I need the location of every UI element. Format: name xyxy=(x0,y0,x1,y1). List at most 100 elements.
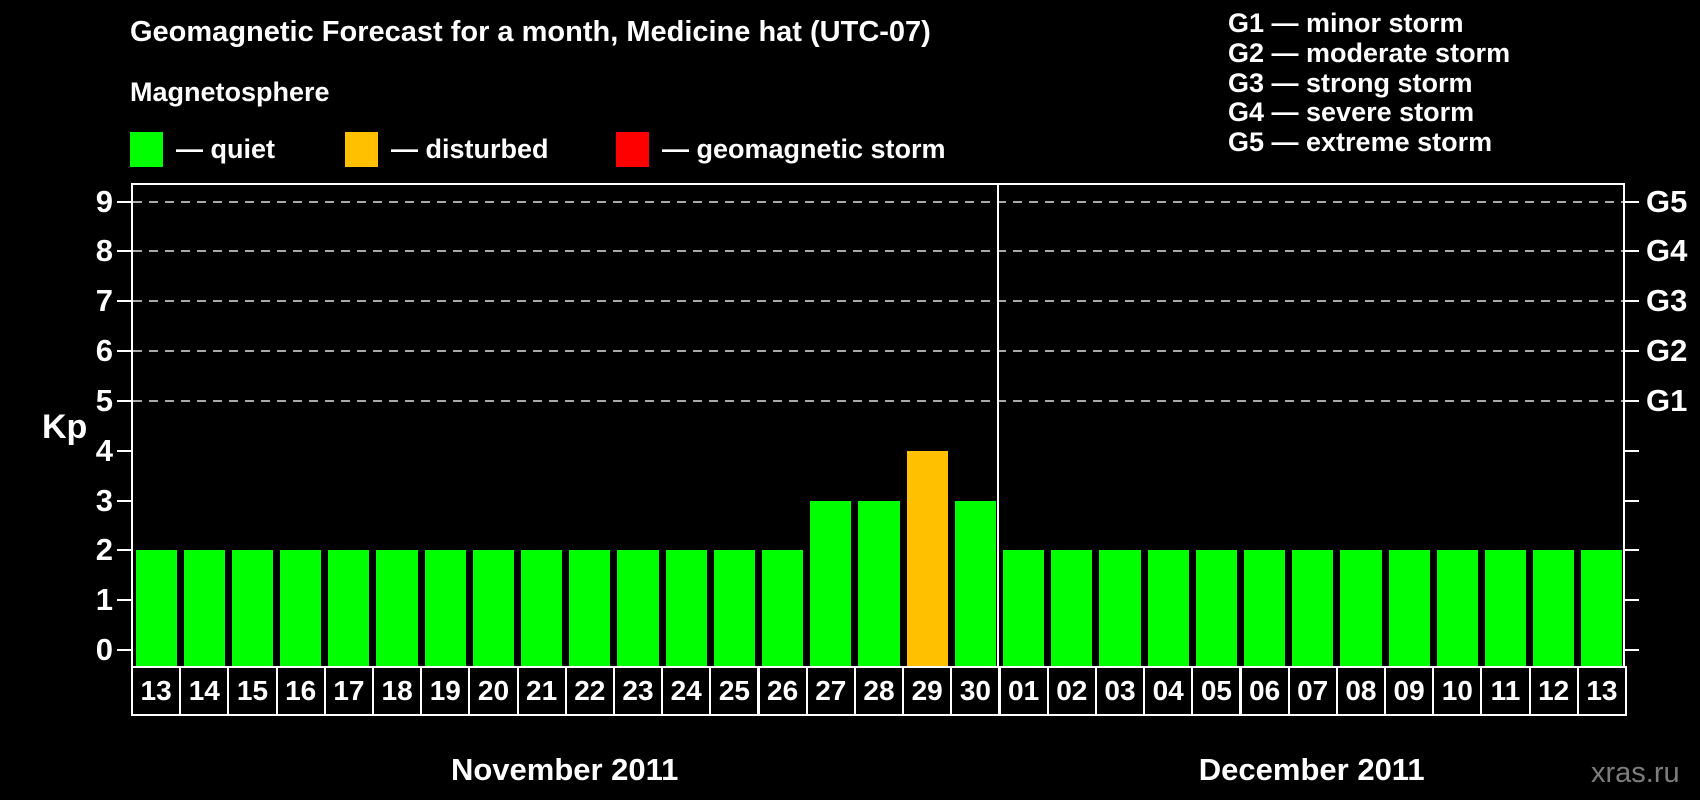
storm-color-swatch xyxy=(616,132,649,167)
kp-bar xyxy=(1533,550,1575,666)
y-tick-label: 4 xyxy=(95,432,113,468)
day-label-cell: 20 xyxy=(468,666,519,716)
y-tick-label: 7 xyxy=(95,283,113,319)
month-divider-line xyxy=(997,185,1000,666)
day-label-cell: 24 xyxy=(661,666,712,716)
y-axis-label: Kp xyxy=(42,408,88,446)
kp-bar xyxy=(135,550,177,666)
kp-bar xyxy=(1436,550,1478,666)
g-axis-tick xyxy=(1625,399,1639,402)
day-label-cell: 18 xyxy=(372,666,423,716)
kp-gridline xyxy=(133,399,1623,402)
day-label-cell: 03 xyxy=(1094,666,1146,716)
day-label-cell: 21 xyxy=(516,666,567,716)
kp-bar xyxy=(1388,550,1430,666)
g-axis-tick xyxy=(1625,200,1639,203)
day-label-cell: 13 xyxy=(131,666,182,716)
g-axis-tick xyxy=(1625,549,1639,552)
y-axis-tick xyxy=(117,549,131,552)
y-axis-tick xyxy=(117,449,131,452)
y-tick-label: 8 xyxy=(95,233,113,269)
legend-item-label: — disturbed xyxy=(391,134,549,164)
y-axis-tick xyxy=(117,300,131,303)
kp-bar xyxy=(1484,550,1527,666)
day-label-cell: 01 xyxy=(998,666,1049,716)
kp-bar xyxy=(472,550,515,666)
kp-bar xyxy=(231,550,274,666)
day-label-cell: 10 xyxy=(1432,666,1483,716)
kp-bar xyxy=(183,550,225,666)
legend-item: — quiet xyxy=(130,132,275,167)
y-axis-tick xyxy=(117,350,131,353)
day-label-cell: 09 xyxy=(1384,666,1435,716)
kp-bar xyxy=(713,550,755,666)
g-scale-legend-line: G1 — minor storm xyxy=(1228,8,1464,38)
day-label-cell: 11 xyxy=(1480,666,1531,716)
day-label-cell: 08 xyxy=(1335,666,1386,716)
kp-bar xyxy=(569,550,611,666)
day-label-cell: 28 xyxy=(853,666,905,716)
day-label-cell: 15 xyxy=(227,666,278,716)
legend-item: — disturbed xyxy=(345,132,549,167)
day-label-cell: 22 xyxy=(564,666,615,716)
watermark: xras.ru xyxy=(1591,757,1680,789)
day-label-cell: 06 xyxy=(1239,666,1290,716)
y-tick-label: 9 xyxy=(95,183,113,219)
y-axis-tick xyxy=(117,599,131,602)
kp-gridline xyxy=(133,350,1623,353)
kp-gridline xyxy=(133,300,1623,303)
day-label-cell: 26 xyxy=(757,666,808,716)
kp-bar xyxy=(280,550,322,666)
kp-bar xyxy=(1147,550,1189,666)
kp-bar xyxy=(617,550,659,666)
day-label-cell: 30 xyxy=(950,666,1001,716)
y-axis-tick xyxy=(117,399,131,402)
legend-item-label: — geomagnetic storm xyxy=(662,134,946,164)
g-level-label: G4 xyxy=(1646,233,1688,269)
day-label-cell: 19 xyxy=(420,666,471,716)
g-axis-tick xyxy=(1625,499,1639,502)
g-axis-tick xyxy=(1625,449,1639,452)
g-axis-tick xyxy=(1625,350,1639,353)
kp-bar xyxy=(376,550,418,666)
g-scale-legend-line: G5 — extreme storm xyxy=(1228,127,1493,158)
g-level-label: G1 xyxy=(1646,382,1688,418)
day-label-cell: 12 xyxy=(1528,666,1579,716)
kp-bar xyxy=(858,500,900,666)
day-label-cell: 23 xyxy=(612,666,664,716)
month-label: November 2011 xyxy=(450,752,679,787)
legend-item-label: — quiet xyxy=(176,134,275,164)
y-axis-tick xyxy=(117,250,131,253)
kp-bar xyxy=(1099,550,1141,666)
kp-bar xyxy=(1051,550,1093,666)
kp-gridline xyxy=(133,250,1623,253)
g-scale-legend-line: G4 — severe storm xyxy=(1228,97,1475,128)
kp-bar xyxy=(1292,550,1334,666)
y-tick-label: 0 xyxy=(95,632,113,667)
quiet-color-swatch xyxy=(130,132,163,167)
y-tick-label: 6 xyxy=(95,333,113,369)
kp-gridline xyxy=(133,200,1623,203)
g-axis-tick xyxy=(1625,300,1639,303)
disturbed-color-swatch xyxy=(345,132,378,167)
g-level-label: G3 xyxy=(1646,283,1688,319)
g-scale-legend-line: G3 — strong storm xyxy=(1228,67,1473,98)
g-scale-legend-line: G2 — moderate storm xyxy=(1228,37,1511,68)
kp-bar xyxy=(1002,550,1045,666)
day-label-cell: 05 xyxy=(1191,666,1242,716)
kp-bar xyxy=(665,550,707,666)
day-label-cell: 17 xyxy=(323,666,374,716)
legend-title: Magnetosphere xyxy=(130,77,330,107)
day-label-cell: 07 xyxy=(1287,666,1338,716)
day-label-cell: 13 xyxy=(1576,666,1627,716)
day-label-cell: 29 xyxy=(902,666,953,716)
legend-item: — geomagnetic storm xyxy=(616,132,946,167)
kp-bar xyxy=(1243,550,1286,666)
y-tick-label: 1 xyxy=(95,582,113,618)
g-level-label: G2 xyxy=(1646,333,1688,369)
y-tick-label: 5 xyxy=(95,382,113,418)
kp-bar xyxy=(521,550,563,666)
kp-bar xyxy=(762,550,804,666)
kp-bar xyxy=(810,500,852,666)
kp-bar xyxy=(954,500,996,666)
